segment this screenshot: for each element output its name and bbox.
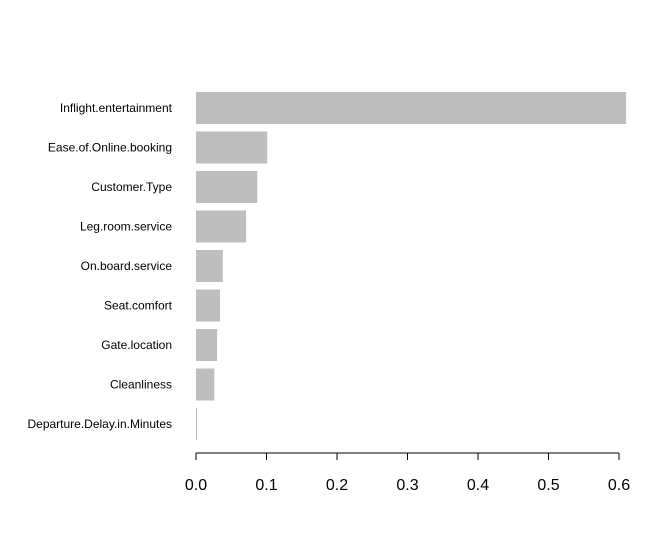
bar-inflight-entertainment bbox=[196, 92, 627, 124]
bars-group bbox=[196, 92, 627, 440]
category-label: Inflight.entertainment bbox=[60, 101, 173, 115]
category-label: Ease.of.Online.booking bbox=[48, 141, 172, 155]
category-label: Seat.comfort bbox=[104, 299, 173, 313]
x-tick-label: 0.2 bbox=[326, 477, 348, 494]
bar-gate-location bbox=[196, 329, 218, 361]
category-label: Gate.location bbox=[101, 338, 172, 352]
bar-on-board-service bbox=[196, 250, 223, 282]
x-tick-label: 0.1 bbox=[255, 477, 277, 494]
x-axis: 0.0 0.1 0.2 0.3 0.4 0.5 0.6 bbox=[185, 452, 630, 494]
category-label: Cleanliness bbox=[110, 378, 172, 392]
category-label: Customer.Type bbox=[91, 180, 172, 194]
category-label: On.board.service bbox=[81, 259, 173, 273]
category-label: Departure.Delay.in.Minutes bbox=[27, 417, 172, 431]
bar-seat-comfort bbox=[196, 289, 220, 322]
bar-ease-of-online-booking bbox=[196, 131, 268, 164]
bar-leg-room-service bbox=[196, 210, 247, 243]
x-tick-label: 0.0 bbox=[185, 477, 207, 494]
x-tick-label: 0.5 bbox=[537, 477, 559, 494]
x-tick-label: 0.4 bbox=[467, 477, 489, 494]
category-labels: Inflight.entertainment Ease.of.Online.boo… bbox=[27, 101, 172, 431]
x-tick-label: 0.3 bbox=[396, 477, 418, 494]
bar-cleanliness bbox=[196, 368, 215, 401]
x-tick-label: 0.6 bbox=[608, 477, 630, 494]
category-label: Leg.room.service bbox=[80, 220, 172, 234]
bar-customer-type bbox=[196, 171, 258, 203]
bar-departure-delay-in-minutes bbox=[196, 408, 197, 440]
